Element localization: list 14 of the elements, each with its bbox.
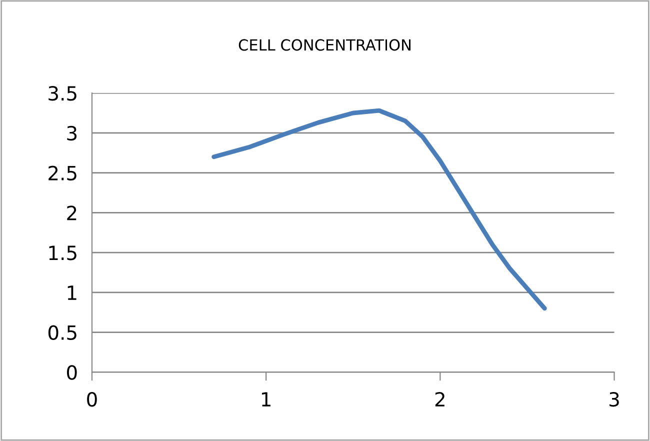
y-tick-label: 1.5: [49, 246, 76, 260]
y-tick-label: 1: [68, 286, 76, 300]
x-tick-label: 3: [610, 392, 619, 407]
line-series: [212, 108, 547, 311]
chart-title: CELL CONCENTRATION: [238, 39, 410, 51]
y-tick-label: 3.5: [48, 86, 76, 101]
y-tick-label: 2: [67, 206, 76, 220]
x-tick-label: 2: [435, 392, 444, 406]
y-tick-label: 3: [67, 126, 77, 141]
x-tick-label: 0: [87, 392, 97, 407]
y-tick-label: 2.5: [48, 166, 76, 180]
x-tick-label: 1: [262, 392, 270, 406]
y-tick-label: 0.5: [48, 325, 76, 340]
y-tick-label: 0: [66, 365, 77, 380]
